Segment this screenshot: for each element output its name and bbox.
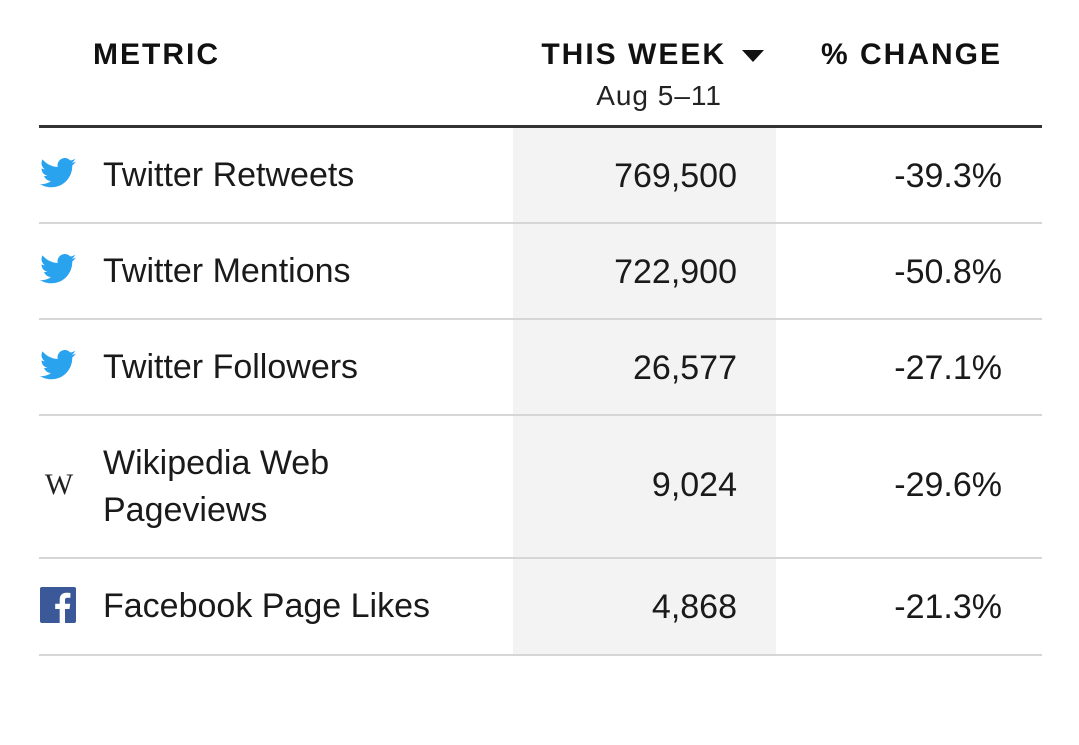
- this-week-value: 9,024: [651, 466, 737, 504]
- facebook-f-icon: [39, 586, 77, 624]
- table-row: Twitter Followers 26,577 -27.1%: [39, 320, 1042, 416]
- this-week-value: 4,868: [651, 588, 737, 626]
- metric-column-header: METRIC: [93, 38, 220, 71]
- sort-caret-down-icon: [742, 50, 764, 62]
- metric-label: Wikipedia Web Pageviews: [103, 444, 330, 529]
- twitter-bird-icon: [39, 346, 77, 384]
- this-week-header-label: THIS WEEK: [541, 38, 726, 71]
- percent-change-value: -27.1%: [894, 349, 1002, 387]
- this-week-value: 722,900: [614, 253, 737, 291]
- metric-label: Facebook Page Likes: [103, 587, 430, 625]
- this-week-value: 769,500: [614, 157, 737, 195]
- twitter-bird-icon: [39, 154, 77, 192]
- wikipedia-w-icon: W: [44, 468, 73, 501]
- metrics-table: METRIC THIS WEEK Aug 5–11 % CHANGE Twitt…: [39, 0, 1042, 656]
- percent-change-value: -39.3%: [894, 157, 1002, 195]
- metric-label: Twitter Retweets: [103, 156, 355, 194]
- table-row: Twitter Mentions 722,900 -50.8%: [39, 224, 1042, 320]
- percent-change-column-header: % CHANGE: [820, 38, 1002, 71]
- this-week-value: 26,577: [633, 349, 737, 387]
- metric-label: Twitter Mentions: [103, 252, 351, 290]
- percent-change-value: -21.3%: [894, 588, 1002, 626]
- week-date-range: Aug 5–11: [596, 80, 722, 111]
- this-week-sort-header[interactable]: THIS WEEK: [541, 38, 764, 72]
- percent-change-value: -50.8%: [894, 253, 1002, 291]
- percent-change-value: -29.6%: [894, 466, 1002, 504]
- twitter-bird-icon: [39, 250, 77, 288]
- this-week-column-shade: [513, 128, 776, 656]
- table-row: W Wikipedia Web Pageviews 9,024 -29.6%: [39, 416, 1042, 559]
- table-row: Twitter Retweets 769,500 -39.3%: [39, 128, 1042, 224]
- metric-label: Twitter Followers: [103, 348, 359, 386]
- table-row: Facebook Page Likes 4,868 -21.3%: [39, 559, 1042, 656]
- table-header: METRIC THIS WEEK Aug 5–11 % CHANGE: [39, 0, 1042, 128]
